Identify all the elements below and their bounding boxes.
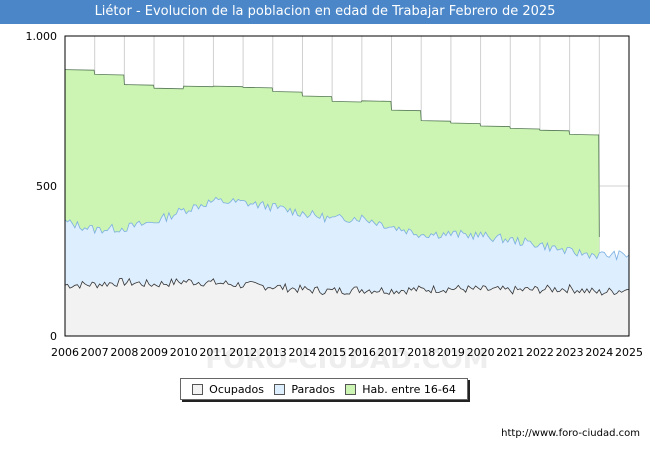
- line-hab-entre-16-64: [64, 69, 600, 238]
- area-ocupados: [65, 278, 629, 336]
- line-parados: [64, 196, 630, 261]
- footer-url[interactable]: http://www.foro-ciudad.com: [501, 428, 640, 439]
- x-tick-label: 2014: [288, 346, 316, 359]
- plot-border: [64, 35, 630, 337]
- x-tick-label: 2012: [229, 346, 257, 359]
- x-tick-label: 2024: [585, 346, 613, 359]
- y-tick-label: 0: [50, 330, 57, 343]
- y-tick-label: 1.000: [26, 30, 58, 43]
- legend-label-ocupados: Ocupados: [209, 382, 265, 396]
- x-tick-label: 2007: [81, 346, 109, 359]
- x-tick-label: 2019: [437, 346, 465, 359]
- legend-swatch-parados: [274, 383, 286, 395]
- line-ocupados: [64, 277, 630, 296]
- legend: Ocupados Parados Hab. entre 16-64: [180, 378, 468, 400]
- x-tick-label: 2025: [615, 346, 643, 359]
- x-tick-label: 2023: [556, 346, 584, 359]
- legend-item-habitantes: Hab. entre 16-64: [345, 383, 456, 396]
- x-tick-label: 2022: [526, 346, 554, 359]
- legend-swatch-habitantes: [345, 383, 357, 395]
- chart-title: Liétor - Evolucion de la poblacion en ed…: [0, 0, 650, 24]
- x-tick-label: 2020: [467, 346, 495, 359]
- legend-item-parados: Parados: [274, 383, 335, 396]
- y-tick-label: 500: [36, 180, 57, 193]
- x-tick-label: 2016: [348, 346, 376, 359]
- x-tick-label: 2015: [318, 346, 346, 359]
- x-tick-label: 2006: [51, 346, 79, 359]
- x-tick-label: 2013: [259, 346, 287, 359]
- legend-label-habitantes: Hab. entre 16-64: [362, 382, 456, 396]
- x-tick-label: 2011: [199, 346, 227, 359]
- x-tick-label: 2017: [378, 346, 406, 359]
- watermark-text: FORO-CIUDAD.COM: [205, 345, 488, 375]
- legend-item-ocupados: Ocupados: [192, 383, 264, 396]
- legend-swatch-ocupados: [192, 383, 204, 395]
- x-tick-label: 2008: [110, 346, 138, 359]
- x-tick-label: 2018: [407, 346, 435, 359]
- x-tick-label: 2009: [140, 346, 168, 359]
- x-tick-label: 2010: [170, 346, 198, 359]
- x-tick-label: 2021: [496, 346, 524, 359]
- legend-label-parados: Parados: [291, 382, 335, 396]
